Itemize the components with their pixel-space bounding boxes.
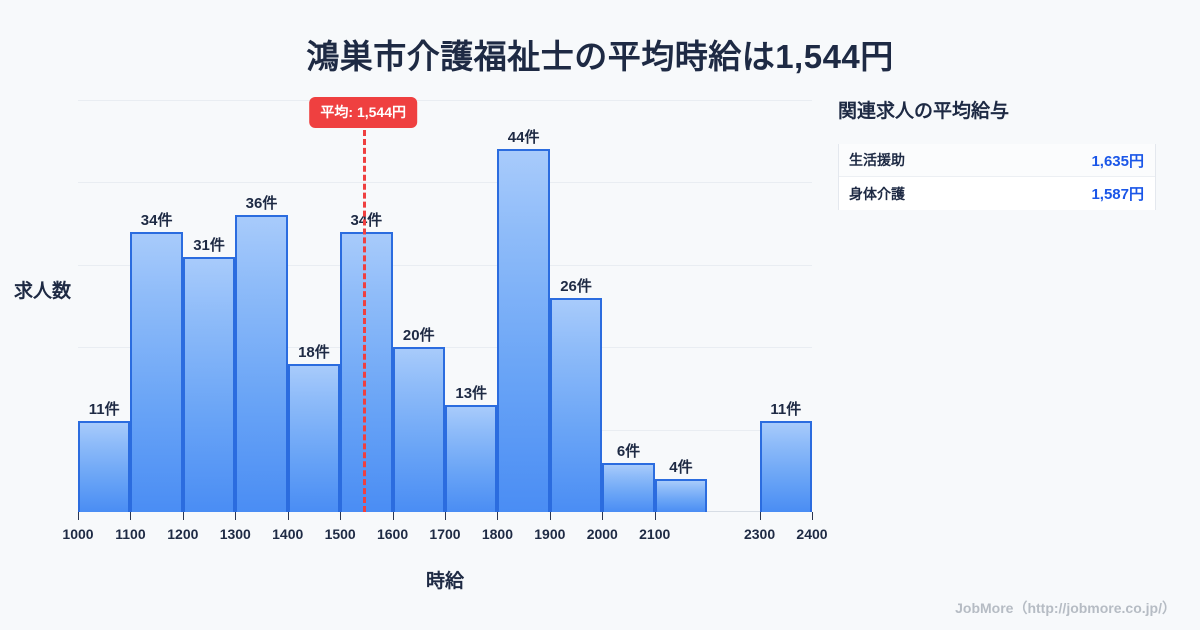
x-tick-label: 1900 [534, 526, 566, 542]
table-row[interactable]: 身体介護 1,587円 [839, 177, 1155, 210]
page-title: 鴻巣市介護福祉士の平均時給は1,544円 [306, 38, 894, 75]
bar-value-label: 6件 [616, 442, 641, 460]
bar[interactable]: 6件 [602, 443, 655, 512]
table-row[interactable]: 生活援助 1,635円 [839, 144, 1155, 177]
bar-series: 11件 34件 31件 36件 18件 34件 20件 13件 44件 26件 6件 4件 11件 [78, 100, 812, 512]
gridline [78, 182, 812, 184]
bar[interactable]: 13件 [445, 385, 498, 512]
x-tick [549, 512, 551, 520]
related-salary-table: 生活援助 1,635円身体介護 1,587円 [838, 144, 1156, 210]
x-tick-label: 2100 [639, 526, 671, 542]
bar-value-label: 11件 [770, 401, 802, 419]
bar-value-label: 34件 [140, 211, 173, 229]
x-tick-label: 1000 [62, 526, 94, 542]
bar[interactable]: 34件 [130, 212, 183, 512]
row-value: 1,587円 [1091, 186, 1144, 203]
x-tick [497, 512, 499, 520]
gridline [78, 264, 812, 266]
average-badge: 平均: 1,544円 [309, 97, 417, 128]
x-tick [235, 512, 237, 520]
bar[interactable]: 11件 [759, 401, 812, 512]
bar-value-label: 36件 [245, 195, 278, 213]
x-tick [812, 512, 813, 520]
gridline [78, 100, 812, 101]
bar-value-label: 26件 [560, 277, 592, 295]
x-tick [287, 512, 289, 520]
average-line [363, 130, 367, 512]
x-axis-title: 時給 [425, 571, 464, 592]
x-tick [654, 512, 656, 520]
row-label: 身体介護 [849, 185, 905, 202]
x-tick [392, 512, 394, 520]
bar-value-label: 34件 [350, 211, 383, 229]
side-panel-title: 関連求人の平均給与 [838, 101, 1010, 122]
bar[interactable]: 34件 [340, 212, 393, 512]
bar-value-label: 18件 [298, 343, 330, 361]
x-tick [182, 512, 184, 520]
x-tick [445, 512, 446, 520]
gridline [78, 347, 812, 349]
bar-value-label: 31件 [193, 236, 225, 254]
x-tick-label: 1700 [429, 526, 461, 542]
x-tick [340, 512, 342, 520]
bar-value-label: 11件 [88, 401, 120, 419]
x-tick-label: 2400 [796, 526, 828, 542]
x-tick-label: 1300 [219, 526, 251, 542]
x-tick-label: 1500 [324, 526, 356, 542]
x-tick [130, 512, 132, 520]
x-tick [759, 512, 761, 520]
x-tick-label: 2000 [586, 526, 618, 542]
x-tick-label: 1400 [272, 526, 304, 542]
x-tick-label: 1200 [167, 526, 199, 542]
footer-watermark: JobMore（http://jobmore.co.jp/） [955, 600, 1176, 616]
plot-area: 11件 34件 31件 36件 18件 34件 20件 13件 44件 26件 6件 4件 11件 10… [62, 97, 828, 542]
row-value: 1,635円 [1091, 152, 1144, 170]
histogram-chart: 求人数 11件 34件 31件 36件 18件 34件 20件 13件 44件 26件 6件 4件 11… [14, 97, 828, 592]
bar-value-label: 4件 [669, 459, 693, 477]
bar[interactable]: 26件 [549, 278, 603, 512]
bar[interactable]: 4件 [654, 459, 708, 512]
bar-value-label: 20件 [402, 327, 435, 345]
bar[interactable]: 20件 [392, 327, 445, 512]
bar[interactable]: 31件 [182, 237, 236, 512]
bar[interactable]: 18件 [287, 344, 341, 512]
y-axis-title: 求人数 [14, 281, 72, 302]
bar[interactable]: 11件 [78, 401, 131, 512]
bar[interactable]: 36件 [235, 195, 288, 512]
x-tick-label: 2300 [743, 526, 776, 542]
x-tick [78, 512, 79, 520]
row-label: 生活援助 [849, 152, 905, 168]
bar-value-label: 44件 [507, 129, 540, 147]
x-tick-label: 1100 [115, 526, 146, 542]
bar-value-label: 13件 [455, 384, 488, 402]
side-panel: 関連求人の平均給与 生活援助 1,635円身体介護 1,587円 [838, 96, 1168, 210]
x-tick-label: 1600 [376, 526, 409, 542]
x-tick [602, 512, 604, 520]
x-tick-label: 1800 [481, 526, 513, 542]
bar[interactable]: 44件 [497, 129, 550, 512]
